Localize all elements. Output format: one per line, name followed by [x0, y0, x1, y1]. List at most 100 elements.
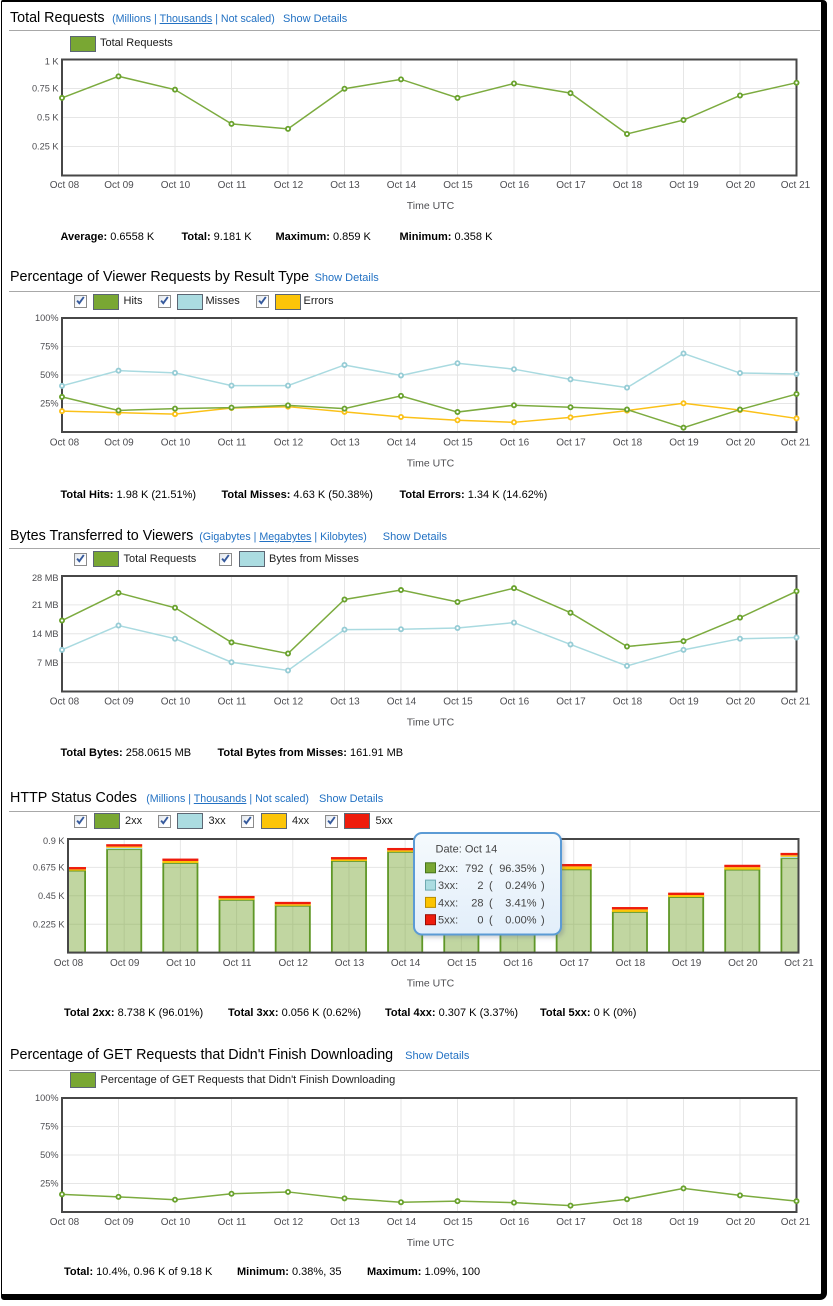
svg-text:Oct 09: Oct 09 [104, 1217, 134, 1228]
svg-text:Oct 09: Oct 09 [104, 180, 134, 191]
svg-text:100%: 100% [35, 313, 59, 323]
svg-text:Oct 19: Oct 19 [669, 438, 699, 449]
svg-text:Oct 15: Oct 15 [443, 697, 473, 708]
svg-text:Time UTC: Time UTC [407, 1237, 455, 1249]
svg-text:Oct 19: Oct 19 [669, 697, 699, 708]
svg-text:100%: 100% [35, 1093, 59, 1103]
svg-text:Oct 16: Oct 16 [500, 1217, 530, 1228]
svg-text:Oct 08: Oct 08 [50, 1217, 80, 1228]
svg-text:0.675 K: 0.675 K [33, 863, 66, 873]
svg-text:Oct 19: Oct 19 [672, 958, 702, 969]
svg-text:Oct 13: Oct 13 [330, 1217, 360, 1228]
svg-text:Oct 10: Oct 10 [161, 438, 191, 449]
svg-text:Time UTC: Time UTC [407, 458, 455, 470]
svg-text:75%: 75% [40, 1122, 58, 1132]
svg-text:Oct 21: Oct 21 [781, 180, 811, 191]
svg-text:0.45 K: 0.45 K [38, 891, 65, 901]
svg-text:96.35%: 96.35% [499, 863, 537, 875]
svg-text:Oct 19: Oct 19 [669, 1217, 699, 1228]
svg-text:Oct 10: Oct 10 [161, 180, 191, 191]
svg-text:50%: 50% [40, 370, 58, 380]
svg-text:(: ( [489, 915, 493, 927]
svg-text:Oct 12: Oct 12 [279, 958, 309, 969]
svg-text:2: 2 [477, 880, 483, 892]
svg-text:Oct 21: Oct 21 [781, 1217, 811, 1228]
svg-text:0: 0 [477, 915, 483, 927]
svg-text:Oct 17: Oct 17 [556, 1217, 586, 1228]
svg-text:Date: Oct 14: Date: Oct 14 [436, 844, 498, 856]
svg-text:Oct 16: Oct 16 [500, 180, 530, 191]
svg-text:792: 792 [465, 863, 483, 875]
svg-text:Oct 20: Oct 20 [726, 697, 756, 708]
svg-text:25%: 25% [40, 399, 58, 409]
svg-text:Oct 17: Oct 17 [559, 958, 589, 969]
svg-text:0.75 K: 0.75 K [32, 84, 59, 94]
svg-text:(: ( [489, 897, 493, 909]
svg-text:Oct 15: Oct 15 [447, 958, 477, 969]
svg-text:(: ( [489, 880, 493, 892]
svg-text:Oct 09: Oct 09 [104, 697, 134, 708]
svg-text:Time UTC: Time UTC [407, 977, 455, 989]
svg-text:0.225 K: 0.225 K [33, 919, 66, 929]
svg-text:2xx:: 2xx: [438, 863, 458, 875]
svg-text:Oct 12: Oct 12 [274, 1217, 304, 1228]
svg-text:Oct 13: Oct 13 [330, 438, 360, 449]
svg-text:Time UTC: Time UTC [407, 717, 455, 729]
svg-text:Oct 21: Oct 21 [784, 958, 814, 969]
svg-text:Oct 15: Oct 15 [443, 1217, 473, 1228]
svg-text:Oct 10: Oct 10 [161, 1217, 191, 1228]
svg-text:Oct 08: Oct 08 [50, 697, 80, 708]
svg-text:): ) [541, 915, 545, 927]
svg-text:0.00%: 0.00% [505, 915, 536, 927]
svg-text:21 MB: 21 MB [32, 600, 59, 610]
svg-text:Oct 09: Oct 09 [104, 438, 134, 449]
svg-text:0.24%: 0.24% [505, 880, 536, 892]
svg-text:Oct 20: Oct 20 [726, 180, 756, 191]
svg-text:Oct 14: Oct 14 [387, 1217, 417, 1228]
svg-text:Oct 17: Oct 17 [556, 438, 586, 449]
svg-text:0.5 K: 0.5 K [37, 113, 59, 123]
svg-text:Oct 21: Oct 21 [781, 697, 811, 708]
svg-text:Oct 18: Oct 18 [616, 958, 646, 969]
svg-text:0.9 K: 0.9 K [43, 836, 65, 846]
svg-text:50%: 50% [40, 1150, 58, 1160]
svg-text:Oct 08: Oct 08 [54, 958, 84, 969]
svg-text:Oct 14: Oct 14 [387, 697, 417, 708]
svg-text:Oct 14: Oct 14 [387, 438, 417, 449]
svg-text:28: 28 [471, 897, 483, 909]
svg-text:Oct 16: Oct 16 [500, 438, 530, 449]
svg-text:5xx:: 5xx: [438, 915, 458, 927]
svg-text:Oct 14: Oct 14 [391, 958, 421, 969]
svg-text:28 MB: 28 MB [32, 573, 59, 583]
svg-text:Oct 12: Oct 12 [274, 180, 304, 191]
svg-text:Oct 21: Oct 21 [781, 438, 811, 449]
svg-text:0.25 K: 0.25 K [32, 142, 59, 152]
svg-text:Oct 14: Oct 14 [387, 180, 417, 191]
svg-text:Oct 18: Oct 18 [613, 697, 643, 708]
svg-text:Oct 08: Oct 08 [50, 438, 80, 449]
svg-text:Oct 09: Oct 09 [110, 958, 140, 969]
svg-text:Oct 20: Oct 20 [726, 1217, 756, 1228]
svg-text:Oct 13: Oct 13 [330, 180, 360, 191]
svg-text:Oct 16: Oct 16 [503, 958, 533, 969]
svg-text:4xx:: 4xx: [438, 897, 458, 909]
svg-text:14 MB: 14 MB [32, 629, 59, 639]
svg-text:3.41%: 3.41% [505, 897, 536, 909]
svg-text:3xx:: 3xx: [438, 880, 458, 892]
svg-text:): ) [541, 863, 545, 875]
svg-text:Oct 18: Oct 18 [613, 180, 643, 191]
svg-text:Oct 11: Oct 11 [218, 438, 247, 449]
svg-text:Oct 12: Oct 12 [274, 697, 304, 708]
svg-text:Oct 15: Oct 15 [443, 438, 473, 449]
svg-text:Time UTC: Time UTC [407, 200, 455, 212]
svg-text:Oct 20: Oct 20 [726, 438, 756, 449]
svg-text:Oct 18: Oct 18 [613, 1217, 643, 1228]
svg-text:7 MB: 7 MB [37, 658, 58, 668]
svg-text:Oct 16: Oct 16 [500, 697, 530, 708]
svg-text:): ) [541, 897, 545, 909]
svg-text:Oct 11: Oct 11 [218, 697, 247, 708]
svg-text:Oct 15: Oct 15 [443, 180, 473, 191]
svg-text:75%: 75% [40, 342, 58, 352]
svg-text:Oct 19: Oct 19 [669, 180, 699, 191]
svg-text:(: ( [489, 863, 493, 875]
